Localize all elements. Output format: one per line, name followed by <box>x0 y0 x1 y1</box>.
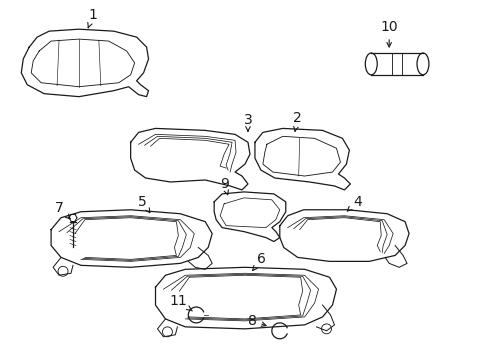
Text: 9: 9 <box>219 177 228 195</box>
Text: 4: 4 <box>346 195 361 211</box>
Text: 10: 10 <box>380 20 397 47</box>
Text: 8: 8 <box>247 314 265 328</box>
Text: 6: 6 <box>252 252 266 270</box>
Text: 1: 1 <box>88 8 97 28</box>
Text: 3: 3 <box>243 113 252 131</box>
Text: 2: 2 <box>293 112 302 131</box>
Text: 11: 11 <box>169 294 192 311</box>
Text: 7: 7 <box>55 201 70 219</box>
Text: 5: 5 <box>138 195 149 213</box>
